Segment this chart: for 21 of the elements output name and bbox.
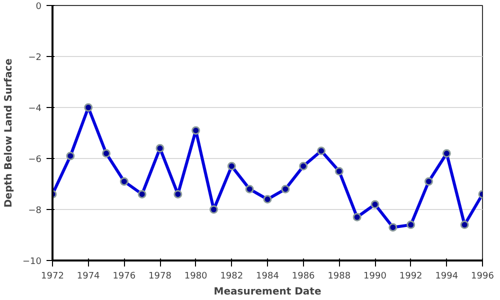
x-tick-label: 1976 bbox=[112, 272, 136, 282]
y-axis-title: Depth Below Land Surface bbox=[4, 58, 15, 208]
x-tick-label: 1980 bbox=[184, 272, 208, 282]
x-tick-label: 1992 bbox=[399, 272, 422, 282]
y-tick-label: 0 bbox=[36, 2, 42, 12]
x-axis-title: Measurement Date bbox=[214, 286, 322, 298]
x-tick-label: 1996 bbox=[471, 272, 494, 282]
x-tick-label: 1974 bbox=[76, 272, 100, 282]
x-tick-label: 1994 bbox=[435, 272, 458, 282]
x-tick-label: 1986 bbox=[292, 272, 316, 282]
y-tick-label: −8 bbox=[28, 206, 42, 216]
x-tick-label: 1972 bbox=[41, 272, 64, 282]
y-tick-label: −4 bbox=[28, 104, 42, 114]
y-tick-label: −6 bbox=[28, 155, 42, 165]
y-tick-label: −2 bbox=[28, 53, 42, 63]
x-tick-label: 1978 bbox=[148, 272, 172, 282]
y-tick-label: −10 bbox=[22, 257, 42, 267]
x-tick-label: 1988 bbox=[328, 272, 351, 282]
x-tick-label: 1990 bbox=[364, 272, 387, 282]
x-tick-label: 1982 bbox=[220, 272, 244, 282]
x-tick-label: 1984 bbox=[256, 272, 280, 282]
